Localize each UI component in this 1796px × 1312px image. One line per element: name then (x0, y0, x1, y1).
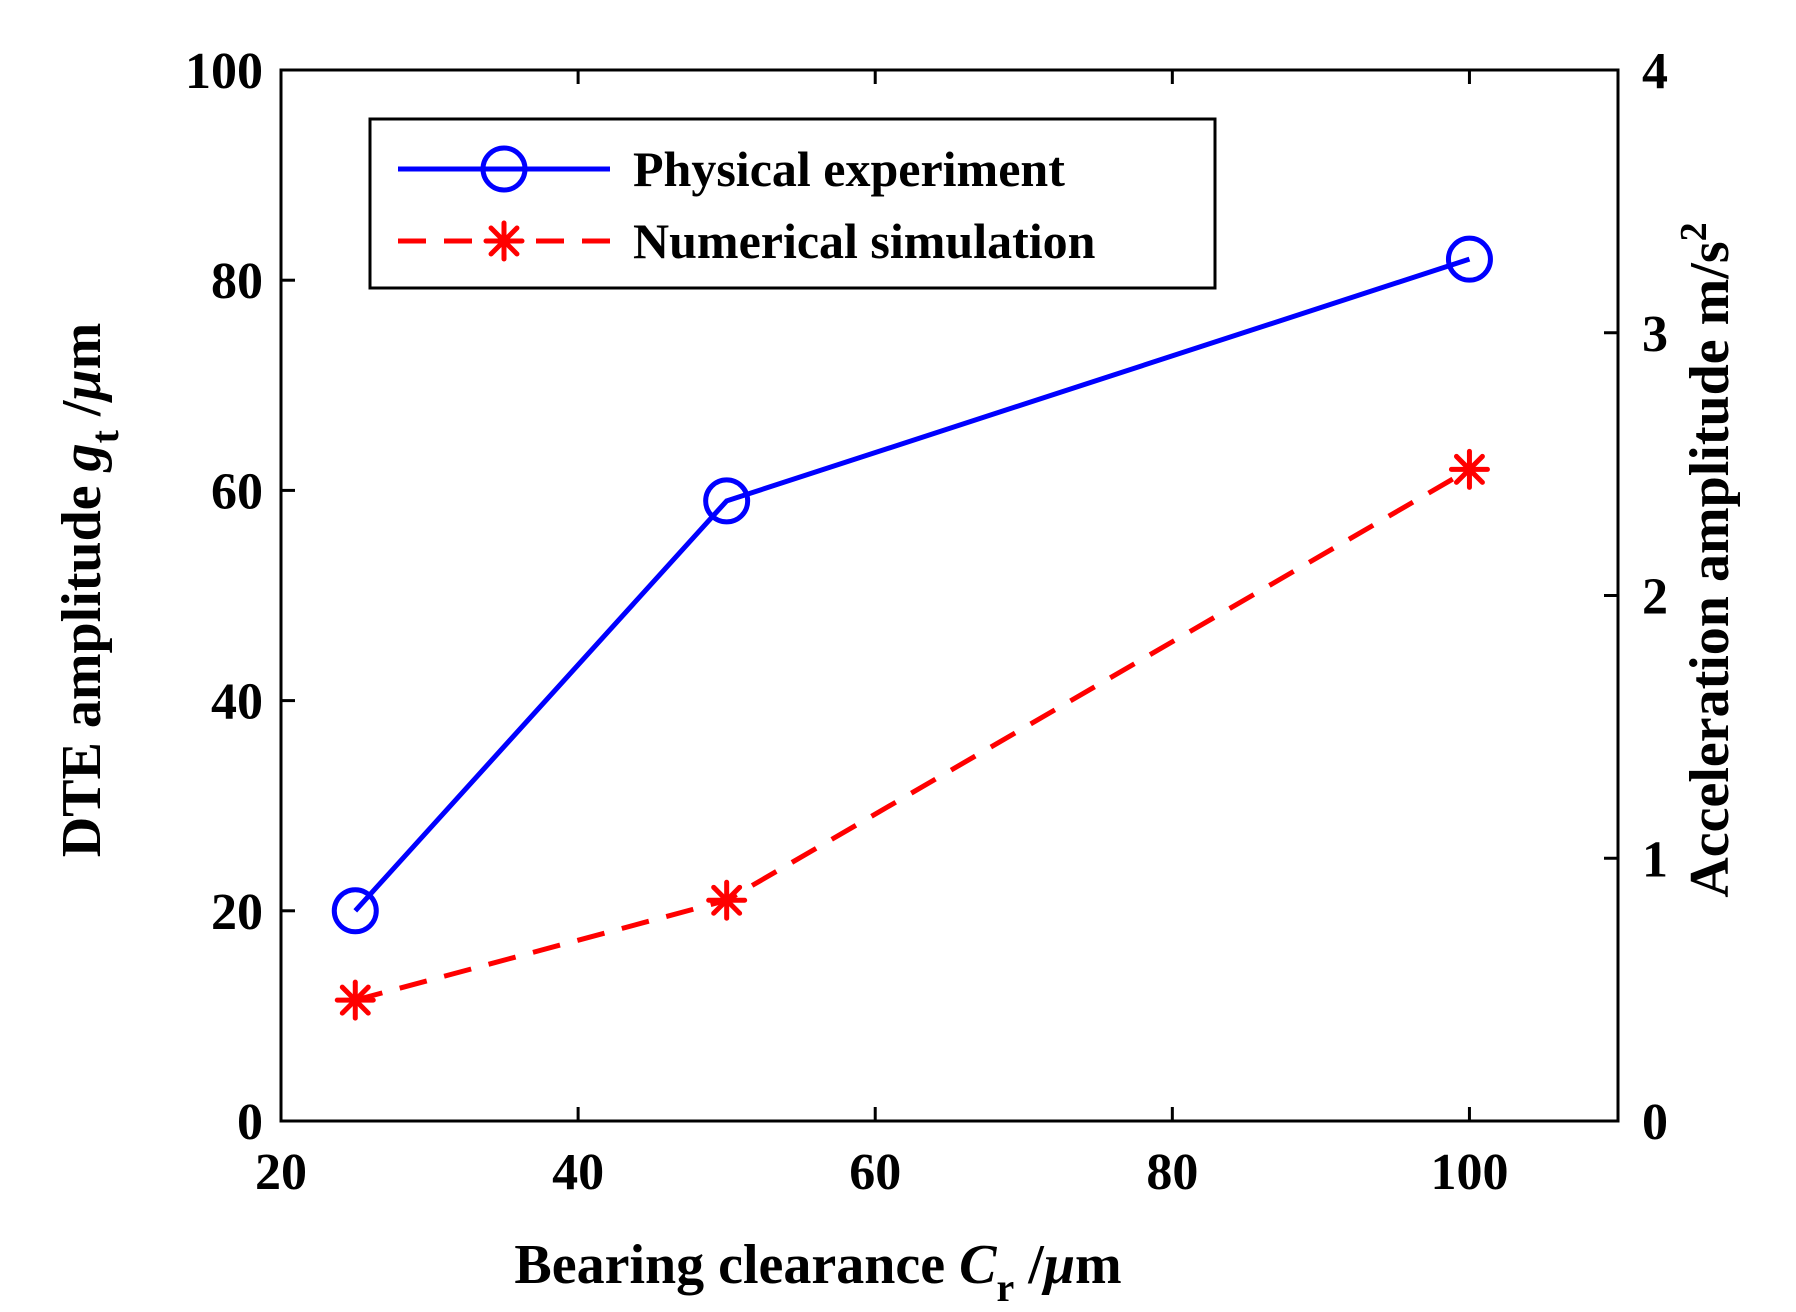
left-y-tick-label: 80 (211, 253, 263, 310)
left-y-tick-label: 40 (211, 674, 263, 731)
left-y-tick-label: 20 (211, 884, 263, 941)
right-y-tick-label: 4 (1642, 43, 1668, 100)
x-tick-label: 100 (1430, 1144, 1508, 1201)
numerical-simulation-point (334, 979, 376, 1021)
legend-marker-physical-experiment (480, 145, 528, 193)
left-y-tick-label: 0 (237, 1094, 263, 1151)
legend-marker-numerical-simulation (483, 220, 525, 262)
x-tick-label: 60 (849, 1144, 901, 1201)
physical-experiment-point (331, 887, 379, 935)
series-numerical-simulation (334, 448, 1490, 1021)
legend-label-numerical-simulation: Numerical simulation (633, 213, 1096, 269)
numerical-simulation-point (706, 879, 748, 921)
legend-label-physical-experiment: Physical experiment (633, 141, 1065, 197)
right-y-tick-label: 3 (1642, 306, 1668, 363)
physical-experiment-point (1445, 235, 1493, 283)
legend-entry-numerical-simulation: Numerical simulation (398, 213, 1096, 269)
numerical-simulation-point (1448, 448, 1490, 490)
right-y-axis-title: Acceleration amplitude m/s2 (1673, 222, 1741, 897)
legend-marker-numerical-simulation-stroke (488, 225, 520, 257)
series-layer (331, 235, 1493, 1021)
right-y-tick-label: 1 (1642, 831, 1668, 888)
axis-labels: Bearing clearance Cr /μm DTE amplitude g… (51, 222, 1741, 1310)
numerical-simulation-point-stroke (711, 884, 743, 916)
x-tick-label: 20 (255, 1144, 307, 1201)
numerical-simulation-point-stroke (339, 984, 371, 1016)
physical-experiment-point (703, 477, 751, 525)
right-y-tick-label: 2 (1642, 569, 1668, 626)
x-axis-title: Bearing clearance Cr /μm (514, 1234, 1121, 1310)
legend-entry-physical-experiment: Physical experiment (398, 141, 1065, 197)
right-y-tick-label: 0 (1642, 1094, 1668, 1151)
x-tick-label: 40 (552, 1144, 604, 1201)
numerical-simulation-point-stroke (1453, 453, 1485, 485)
x-tick-label: 80 (1146, 1144, 1198, 1201)
legend: Physical experiment Numerical simulation (368, 117, 1217, 290)
left-y-axis-title: DTE amplitude gt /μm (51, 323, 127, 858)
physical-experiment-line (353, 256, 1471, 913)
series-physical-experiment (331, 235, 1493, 935)
left-y-tick-label: 100 (185, 43, 263, 100)
left-y-tick-label: 60 (211, 463, 263, 520)
